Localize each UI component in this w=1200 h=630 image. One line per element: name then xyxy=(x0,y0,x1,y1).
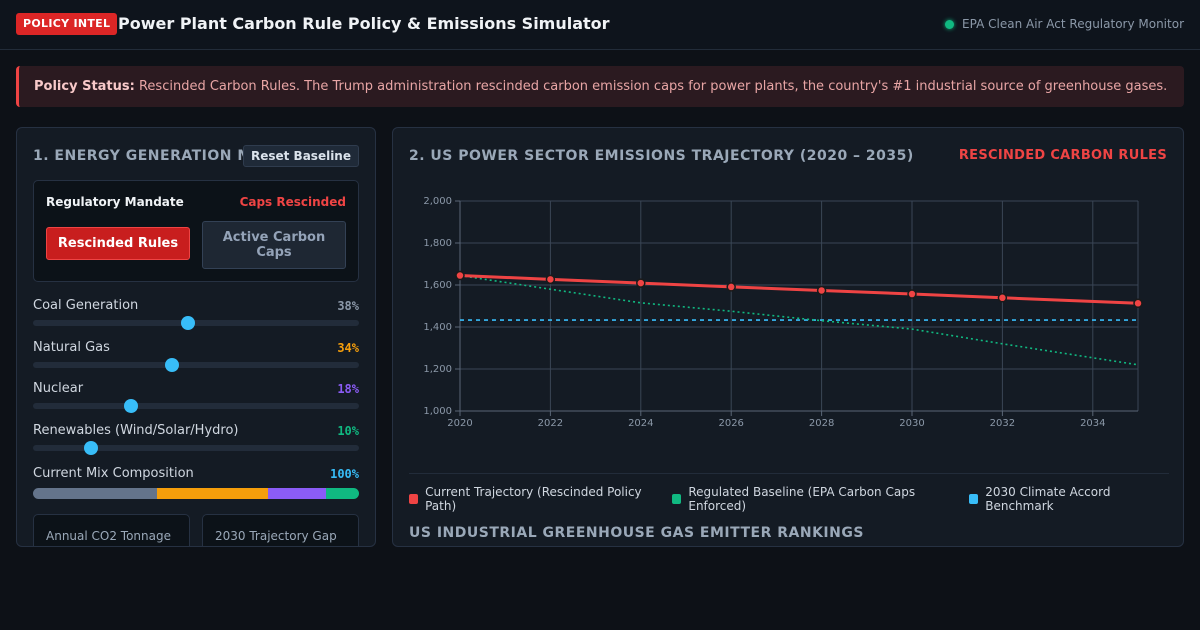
emissions-trajectory-panel: 2. US POWER SECTOR EMISSIONS TRAJECTORY … xyxy=(392,127,1184,547)
x-tick-label: 2034 xyxy=(1080,418,1105,429)
y-tick-label: 1,600 xyxy=(423,280,452,291)
x-tick-label: 2022 xyxy=(538,418,563,429)
mix-composition-row: Current Mix Composition 100% xyxy=(33,466,359,502)
emitter-rankings-title: US INDUSTRIAL GREENHOUSE GAS EMITTER RAN… xyxy=(409,525,864,541)
nuclear-slider-handle[interactable] xyxy=(123,399,138,413)
legend-label: Regulated Baseline (EPA Carbon Caps Enfo… xyxy=(688,485,916,513)
mix-segment xyxy=(267,488,327,499)
y-tick-label: 2,000 xyxy=(423,196,452,207)
renewables-slider: Renewables (Wind/Solar/Hydro) 10% xyxy=(33,423,359,459)
nuclear-value: 18% xyxy=(337,382,359,396)
x-tick-label: 2026 xyxy=(718,418,743,429)
x-tick-label: 2032 xyxy=(990,418,1015,429)
data-point xyxy=(545,274,556,285)
legend-label: Current Trajectory (Rescinded Policy Pat… xyxy=(425,485,642,513)
emissions-line-chart: 1,000 1,200 1,400 1,600 1,800 2,000 2020 2022 20… xyxy=(423,196,1143,429)
legend-regulated-baseline[interactable]: Regulated Baseline (EPA Carbon Caps Enfo… xyxy=(672,485,951,513)
series-line xyxy=(459,274,1139,305)
top-bar: POLICY INTEL Power Plant Carbon Rule Pol… xyxy=(0,0,1200,50)
renewables-slider-handle[interactable] xyxy=(84,441,99,455)
coal-value: 38% xyxy=(337,299,359,313)
coal-slider: Coal Generation 38% xyxy=(33,298,359,334)
series-line xyxy=(459,274,1139,366)
y-tick-label: 1,000 xyxy=(423,406,452,417)
coal-slider-handle[interactable] xyxy=(180,316,195,330)
monitor-label: EPA Clean Air Act Regulatory Monitor xyxy=(962,17,1184,31)
gas-track[interactable] xyxy=(33,362,359,368)
trajectory-gap-card: 2030 Trajectory Gap xyxy=(202,514,359,546)
energy-mix-panel: 1. ENERGY GENERATION MIX Reset Baseline … xyxy=(16,127,376,547)
mix-composition-bar xyxy=(33,488,359,499)
trajectory-title: 2. US POWER SECTOR EMISSIONS TRAJECTORY … xyxy=(409,148,914,164)
legend-current-trajectory[interactable]: Current Trajectory (Rescinded Policy Pat… xyxy=(409,485,654,513)
energy-mix-title: 1. ENERGY GENERATION MIX xyxy=(33,148,269,164)
data-point xyxy=(907,289,917,299)
data-point xyxy=(726,282,736,292)
x-tick-label: 2028 xyxy=(809,418,834,429)
annual-co2-label: Annual CO2 Tonnage xyxy=(46,529,171,543)
policy-intel-badge: POLICY INTEL xyxy=(16,13,118,35)
x-tick-label: 2030 xyxy=(899,418,924,429)
green-swatch-icon xyxy=(672,494,682,504)
y-tick-label: 1,200 xyxy=(423,364,452,375)
data-point xyxy=(636,278,646,288)
nuclear-label: Nuclear xyxy=(33,381,84,396)
live-status-dot-icon xyxy=(945,19,955,29)
data-point xyxy=(1133,298,1143,309)
monitor-status: EPA Clean Air Act Regulatory Monitor xyxy=(945,17,1184,31)
gas-slider-handle[interactable] xyxy=(164,358,179,372)
mix-segment xyxy=(33,488,157,499)
active-carbon-caps-button[interactable]: Active Carbon Caps xyxy=(202,221,346,269)
legend-divider xyxy=(409,473,1169,474)
chart-legend: Current Trajectory (Rescinded Policy Pat… xyxy=(409,485,1183,513)
alert-label: Policy Status: xyxy=(34,79,135,94)
red-swatch-icon xyxy=(409,494,419,504)
reset-baseline-button[interactable]: Reset Baseline xyxy=(242,145,359,167)
blue-swatch-icon xyxy=(969,494,979,504)
nuclear-slider: Nuclear 18% xyxy=(33,381,359,417)
y-tick-label: 1,400 xyxy=(423,322,452,333)
coal-label: Coal Generation xyxy=(33,298,139,313)
policy-status-alert: Policy Status: Rescinded Carbon Rules. T… xyxy=(16,66,1184,107)
rescinded-status-label: RESCINDED CARBON RULES xyxy=(958,148,1167,163)
gas-slider: Natural Gas 34% xyxy=(33,340,359,376)
x-tick-label: 2024 xyxy=(628,418,653,429)
gas-value: 34% xyxy=(337,341,359,355)
renewables-label: Renewables (Wind/Solar/Hydro) xyxy=(33,423,239,438)
trajectory-gap-label: 2030 Trajectory Gap xyxy=(215,529,337,543)
legend-label: 2030 Climate Accord Benchmark xyxy=(985,485,1111,513)
legend-climate-benchmark[interactable]: 2030 Climate Accord Benchmark xyxy=(969,485,1165,513)
app-title: Power Plant Carbon Rule Policy & Emissio… xyxy=(118,14,610,33)
x-tick-label: 2020 xyxy=(447,418,472,429)
data-point xyxy=(997,293,1008,303)
mix-segment xyxy=(326,488,359,499)
regulatory-mandate-card: Regulatory Mandate Caps Rescinded Rescin… xyxy=(33,180,359,282)
mandate-status: Caps Rescinded xyxy=(239,195,346,209)
mix-segment xyxy=(156,488,268,499)
mix-composition-label: Current Mix Composition xyxy=(33,466,194,481)
alert-text: Rescinded Carbon Rules. The Trump admini… xyxy=(138,79,1168,94)
nuclear-track[interactable] xyxy=(33,403,359,409)
annual-co2-card: Annual CO2 Tonnage xyxy=(33,514,190,546)
y-tick-label: 1,800 xyxy=(423,238,452,249)
gas-label: Natural Gas xyxy=(33,340,110,355)
renewables-track[interactable] xyxy=(33,445,359,451)
coal-track[interactable] xyxy=(33,320,359,326)
data-point xyxy=(455,270,465,281)
data-point xyxy=(816,285,827,296)
mix-composition-total: 100% xyxy=(330,467,359,481)
mandate-label: Regulatory Mandate xyxy=(46,195,184,209)
renewables-value: 10% xyxy=(337,424,359,438)
rescinded-rules-button[interactable]: Rescinded Rules xyxy=(46,227,190,260)
